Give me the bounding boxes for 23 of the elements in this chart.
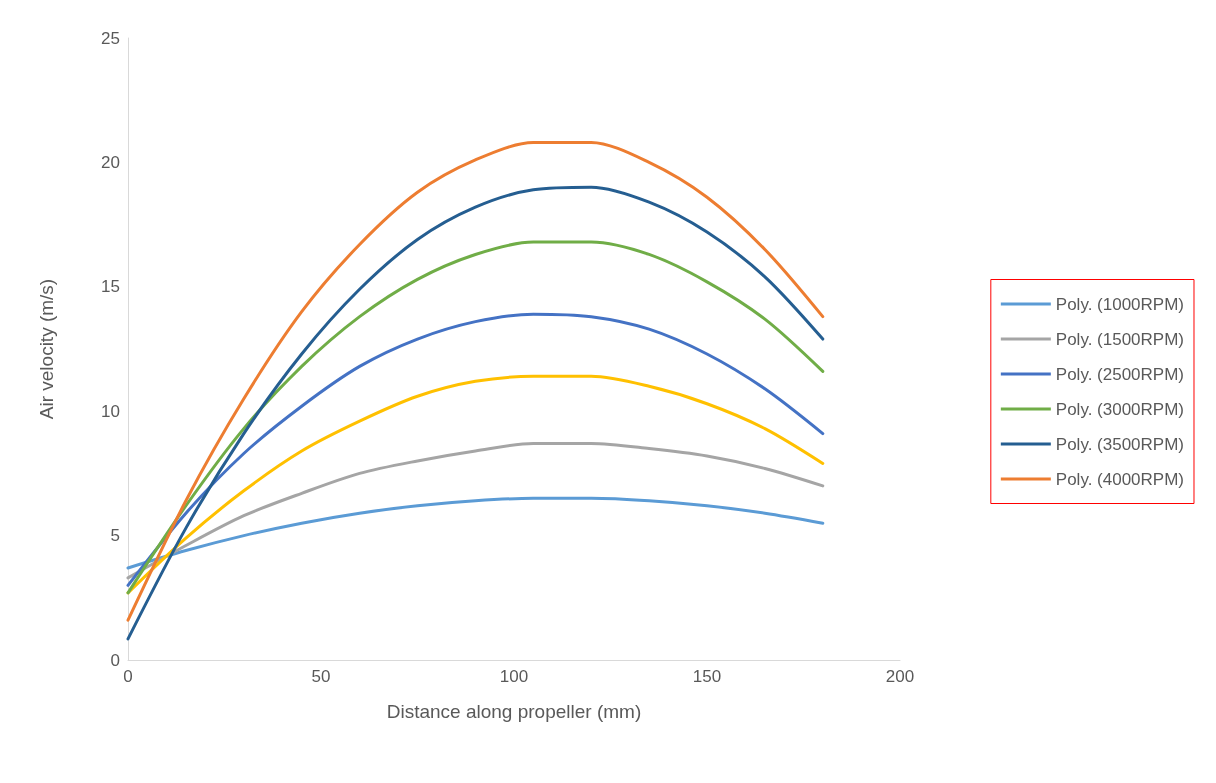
y-axis-title: Air velocity (m/s) [36,278,57,420]
legend-label: Poly. (2500RPM) [1055,364,1185,384]
line-series [126,496,825,570]
y-tick-label: 15 [101,277,120,297]
y-tick-label: 20 [101,152,120,172]
x-tick-label: 150 [692,667,722,686]
legend-label: Poly. (4000RPM) [1055,469,1185,489]
legend-label: Poly. (1500RPM) [1055,329,1185,349]
y-tick-label: 0 [110,650,120,670]
y-tick-label: 10 [101,401,120,421]
legend-label: Poly. (3000RPM) [1055,399,1185,419]
y-tick-label: 25 [101,28,120,48]
x-tick-label: 0 [123,667,133,686]
x-tick-label: 200 [885,667,915,686]
y-tick-label: 5 [110,526,120,546]
legend-label: Poly. (3500RPM) [1055,434,1185,454]
x-axis-title: Distance along propeller (mm) [386,701,642,722]
line-series [126,442,825,580]
line-series [126,312,825,587]
x-tick-label: 100 [499,667,529,686]
legend-label: Poly. (1000RPM) [1055,294,1185,314]
line-series [126,240,825,595]
x-tick-label: 50 [311,667,331,686]
